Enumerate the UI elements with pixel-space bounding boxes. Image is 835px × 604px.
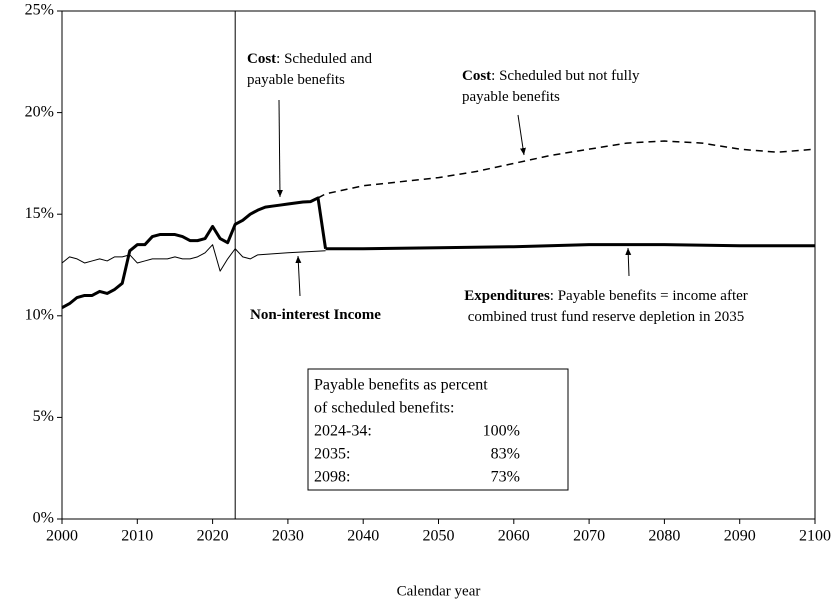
- annotation-part: Expenditures: [464, 288, 550, 304]
- box-heading: Payable benefits as percent: [314, 377, 488, 394]
- annotation-part: : Payable benefits = income after: [550, 288, 748, 304]
- x-tick-label: 2090: [724, 528, 756, 545]
- annotation: Cost: Scheduled and: [247, 51, 372, 67]
- box-value: 73%: [491, 469, 520, 486]
- y-tick-label: 0%: [33, 510, 54, 527]
- x-tick-label: 2040: [347, 528, 379, 545]
- annotation-part: combined trust fund reserve depletion in…: [468, 309, 745, 325]
- box-heading: of scheduled benefits:: [314, 400, 454, 417]
- x-tick-label: 2000: [46, 528, 78, 545]
- annotation: payable benefits: [462, 89, 560, 105]
- annotation-part: payable benefits: [247, 72, 345, 88]
- annotation-part: : Scheduled and: [276, 51, 372, 67]
- annotation-arrow: [276, 99, 283, 198]
- x-tick-label: 2030: [272, 528, 304, 545]
- annotation-part: : Scheduled but not fully: [491, 68, 640, 84]
- x-tick-label: 2020: [197, 528, 229, 545]
- series-line: [325, 243, 815, 251]
- annotation: Non-interest Income: [250, 307, 381, 323]
- annotation-part: Non-interest Income: [250, 307, 381, 323]
- box-value: 83%: [491, 446, 520, 463]
- annotation-arrow: [625, 247, 632, 277]
- annotation: payable benefits: [247, 72, 345, 88]
- box-label: 2024-34:: [314, 423, 372, 440]
- y-tick-label: 15%: [25, 205, 54, 222]
- y-tick-label: 20%: [25, 103, 54, 120]
- x-tick-label: 2010: [121, 528, 153, 545]
- y-tick-label: 5%: [33, 408, 54, 425]
- x-tick-label: 2050: [423, 528, 455, 545]
- series-line: [61, 244, 326, 272]
- x-axis-label: Calendar year: [397, 583, 481, 599]
- y-tick-label: 10%: [25, 306, 54, 323]
- box-value: 100%: [483, 423, 520, 440]
- annotation-part: payable benefits: [462, 89, 560, 105]
- annotation: Expenditures: Payable benefits = income …: [464, 288, 748, 304]
- info-box: [307, 368, 569, 491]
- annotation-arrow: [517, 114, 526, 156]
- annotation-arrow: [295, 255, 302, 297]
- series-line: [61, 196, 328, 309]
- annotation: combined trust fund reserve depletion in…: [468, 309, 745, 325]
- annotation-part: Cost: [462, 68, 491, 84]
- annotation: Cost: Scheduled but not fully: [462, 68, 640, 84]
- x-tick-label: 2070: [573, 528, 605, 545]
- box-label: 2098:: [314, 469, 350, 486]
- box-label: 2035:: [314, 446, 350, 463]
- y-tick-label: 25%: [25, 2, 54, 19]
- annotation-part: Cost: [247, 51, 276, 67]
- x-tick-label: 2100: [799, 528, 831, 545]
- x-tick-label: 2060: [498, 528, 530, 545]
- x-tick-label: 2080: [648, 528, 680, 545]
- series-line: [317, 140, 816, 199]
